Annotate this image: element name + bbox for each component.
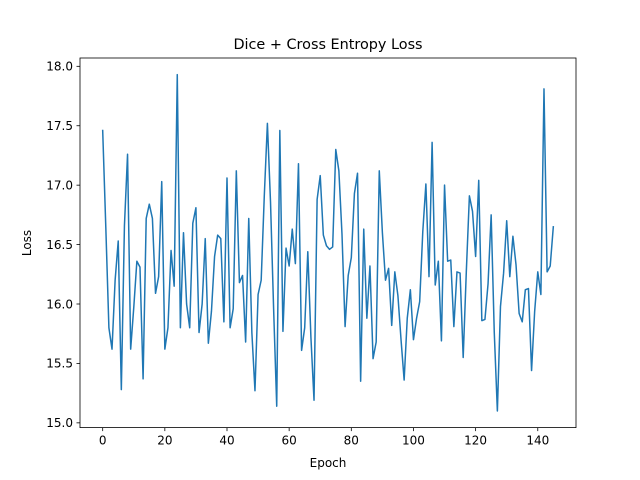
x-tick-label: 140 [526,434,549,448]
x-axis: 0 20 40 60 80 100 120 140 [99,427,549,448]
y-tick-label: 16.0 [46,297,73,311]
y-axis: 15.0 15.5 16.0 16.5 17.0 17.5 18.0 [46,60,80,430]
x-tick-label: 40 [219,434,234,448]
x-tick-label: 100 [402,434,425,448]
chart-title: Dice + Cross Entropy Loss [233,37,422,53]
y-tick-label: 15.5 [46,357,73,371]
y-tick-label: 15.0 [46,416,73,430]
x-tick-label: 120 [464,434,487,448]
x-tick-label: 20 [157,434,172,448]
x-tick-label: 80 [344,434,359,448]
x-tick-label: 0 [99,434,107,448]
series-line-0 [101,73,555,412]
y-tick-label: 18.0 [46,60,73,74]
plot-area [101,73,555,412]
y-tick-label: 17.0 [46,178,73,192]
y-tick-label: 16.5 [46,238,73,252]
axes-frame [79,57,577,429]
x-tick-label: 60 [282,434,297,448]
y-tick-label: 17.5 [46,119,73,133]
y-axis-label: Loss [20,230,34,256]
x-axis-label: Epoch [310,456,347,470]
